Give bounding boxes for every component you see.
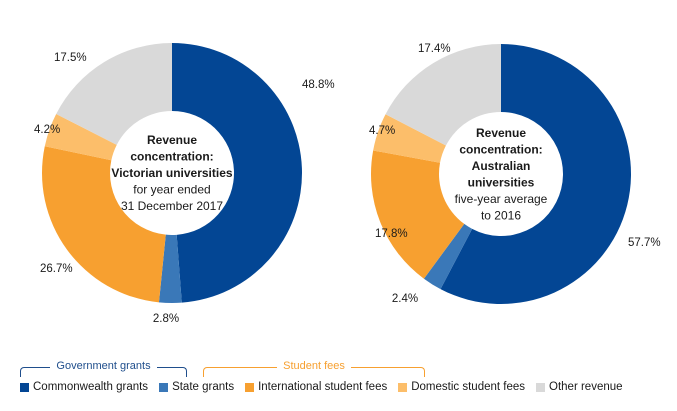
swatch-icon [245, 382, 255, 392]
center-title-line: concentration: [130, 150, 213, 164]
swatch-icon [159, 382, 169, 392]
slice-other-revenue [385, 44, 501, 146]
legend-item-state-grants: State grants [159, 381, 234, 393]
center-title-line: universities [468, 175, 535, 189]
student-fees-label: Student fees [277, 360, 351, 372]
legend-label: International student fees [258, 381, 388, 393]
center-subtitle-line: to 2016 [481, 208, 521, 222]
center-title-line: Victorian universities [111, 166, 232, 180]
slice-state-grants [158, 234, 182, 303]
data-label: 48.8% [302, 79, 335, 91]
data-label: 4.7% [369, 125, 395, 137]
data-label: 17.5% [54, 52, 87, 64]
slice-international-student-fees [371, 150, 465, 279]
data-label: 2.4% [392, 293, 418, 305]
legend-label: Other revenue [549, 381, 623, 393]
legend-item-commonwealth-grants: Commonwealth grants [20, 381, 148, 393]
center-title-line: Australian [472, 159, 531, 173]
swatch-icon [536, 382, 546, 392]
legend-item-other-revenue: Other revenue [536, 381, 623, 393]
legend-label: State grants [172, 381, 235, 393]
slice-domestic-student-fees [44, 113, 117, 161]
data-label: 17.4% [418, 43, 451, 55]
slice-other-revenue [56, 42, 172, 145]
slice-commonwealth-grants [172, 43, 302, 303]
data-label: 2.8% [153, 313, 179, 325]
legend-item-international-student-fees: International student fees [245, 381, 387, 393]
center-subtitle-line: five-year average [455, 192, 548, 206]
legend-item-domestic-student-fees: Domestic student fees [398, 381, 525, 393]
swatch-icon [20, 382, 29, 392]
swatch-icon [398, 382, 408, 392]
data-label: 4.2% [34, 124, 60, 136]
center-title-line: Revenue [476, 126, 526, 140]
legend-label: Domestic student fees [411, 381, 526, 393]
government-grants-label: Government grants [50, 360, 157, 372]
data-label: 57.7% [628, 237, 661, 249]
slice-international-student-fees [41, 146, 166, 303]
legend-label: Commonwealth grants [33, 381, 149, 393]
slice-domestic-student-fees [373, 114, 446, 163]
center-subtitle-line: 31 December 2017 [121, 199, 223, 213]
slice-state-grants [423, 223, 473, 290]
center-subtitle-line: for year ended [133, 183, 210, 197]
data-label: 17.8% [375, 228, 408, 240]
slice-commonwealth-grants [440, 44, 631, 305]
center-title-line: Revenue [147, 133, 197, 147]
legend: Commonwealth grants State grants Interna… [20, 381, 634, 393]
data-label: 26.7% [40, 263, 73, 275]
center-title-line: concentration: [459, 142, 542, 156]
